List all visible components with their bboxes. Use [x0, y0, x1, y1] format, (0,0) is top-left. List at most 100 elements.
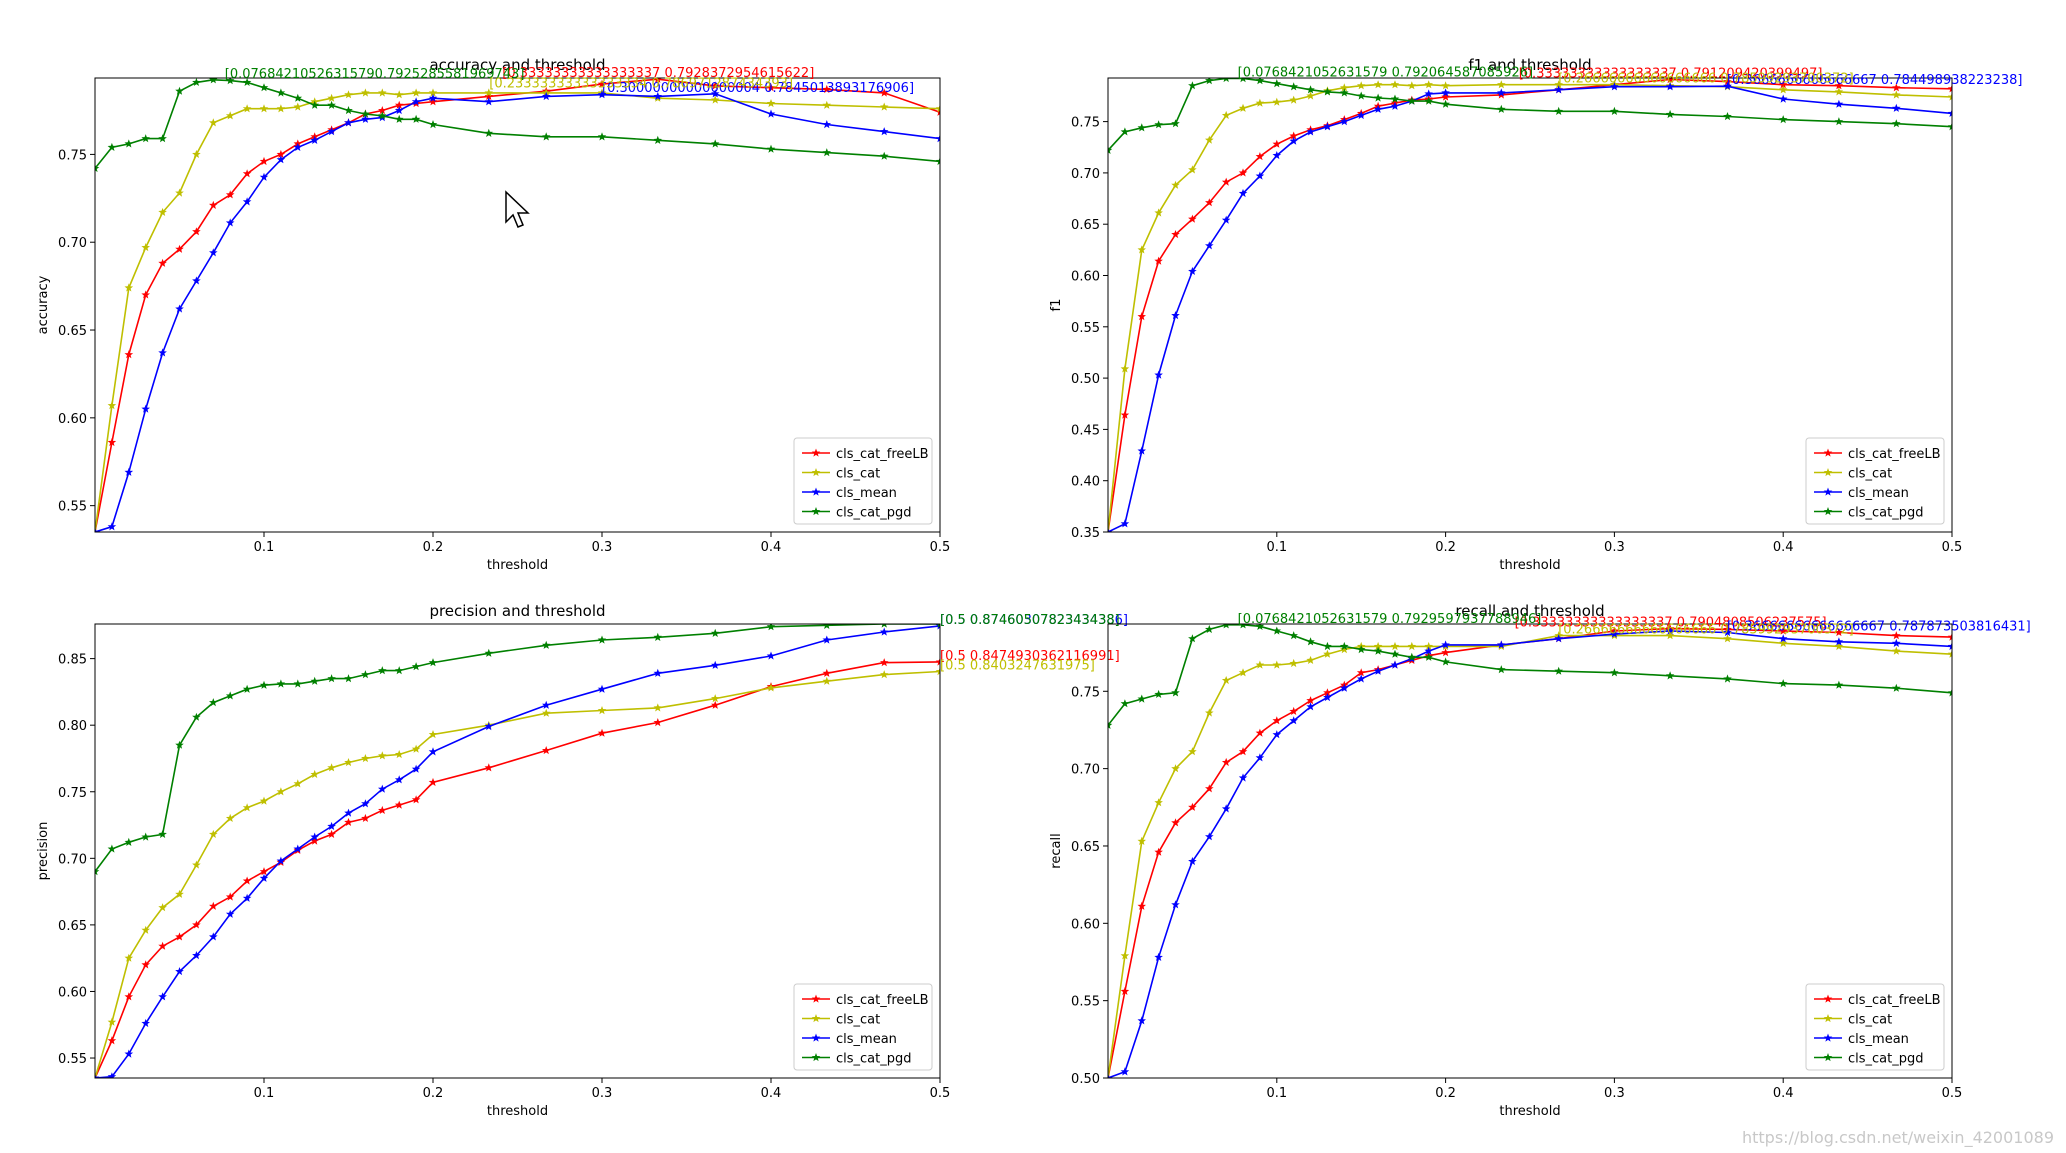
- data-point: [1424, 96, 1433, 105]
- data-point: [1610, 82, 1619, 91]
- data-point: [1120, 410, 1130, 419]
- data-point: [1340, 83, 1349, 92]
- data-point: [1188, 266, 1197, 275]
- data-point: [597, 684, 607, 693]
- data-point: [141, 960, 150, 969]
- data-point: [1205, 241, 1214, 250]
- data-point: [95, 867, 100, 876]
- x-tick-label: 0.4: [761, 1086, 782, 1101]
- y-tick-label: 0.35: [1071, 526, 1100, 541]
- data-point: [1238, 103, 1248, 112]
- data-point: [1188, 634, 1197, 643]
- axes-frame: [94, 77, 941, 533]
- data-point: [1778, 115, 1788, 124]
- data-point: [344, 758, 353, 767]
- data-point: [1723, 628, 1732, 637]
- data-point: [1723, 78, 1732, 86]
- y-tick-label: 0.50: [1071, 372, 1100, 387]
- data-point: [394, 90, 404, 99]
- data-point: [937, 624, 940, 628]
- chart-0: accuracy and threshold threshold accuracy 0…: [36, 56, 950, 573]
- data-point: [1610, 668, 1619, 677]
- data-point: [711, 81, 720, 90]
- legend-label: cls_cat: [836, 1013, 880, 1028]
- annotation-label: [0.5 0.8746050782343438]: [940, 613, 1120, 628]
- data-point: [361, 114, 370, 123]
- data-point: [1373, 666, 1383, 675]
- x-axis-label: threshold: [487, 558, 548, 573]
- data-point: [1665, 671, 1675, 680]
- data-point: [107, 1036, 117, 1045]
- data-point: [1323, 649, 1332, 658]
- data-point: [1255, 753, 1265, 762]
- data-point: [653, 632, 662, 641]
- data-point: [175, 889, 184, 898]
- data-point: [1188, 165, 1197, 174]
- series-line-cls_cat_freeLB: [95, 661, 940, 1078]
- data-point: [1238, 747, 1248, 756]
- data-point: [141, 134, 150, 143]
- data-point: [225, 691, 235, 700]
- data-point: [1892, 119, 1901, 128]
- data-point: [711, 628, 720, 637]
- data-point: [225, 111, 235, 120]
- data-point: [1188, 81, 1197, 90]
- data-point: [1239, 624, 1247, 629]
- data-point: [158, 829, 167, 838]
- data-point: [411, 88, 421, 97]
- legend-box: [793, 983, 933, 1071]
- axes-frame: [94, 623, 941, 1079]
- data-point: [107, 522, 117, 531]
- data-point: [1255, 171, 1265, 180]
- data-point: [1289, 631, 1298, 640]
- legend-label: cls_cat: [1848, 467, 1892, 482]
- data-point: [124, 992, 134, 1001]
- data-point: [428, 747, 438, 756]
- data-point: [1306, 91, 1315, 100]
- data-point: [1120, 127, 1130, 136]
- data-point: [597, 635, 607, 644]
- legend-marker: [811, 468, 821, 477]
- data-point: [1356, 668, 1366, 677]
- data-point: [1205, 198, 1214, 207]
- data-point: [1108, 527, 1113, 532]
- data-point: [1255, 98, 1265, 107]
- data-point: [242, 78, 252, 86]
- data-point: [1723, 112, 1732, 121]
- data-point: [1306, 637, 1315, 646]
- data-point: [276, 856, 286, 865]
- data-point: [124, 467, 134, 476]
- x-tick-label: 0.5: [930, 540, 951, 555]
- data-point: [1834, 81, 1844, 90]
- data-point: [293, 779, 303, 788]
- data-point: [276, 679, 286, 688]
- legend-label: cls_cat: [836, 467, 880, 482]
- y-tick-label: 0.75: [1071, 116, 1100, 131]
- series-line-cls_cat_pgd: [95, 624, 940, 873]
- annotation-label: [0.23333333333333334 0.786971287434393]: [489, 76, 793, 91]
- annotation-label: [0.5 0.8403247631975]: [940, 659, 1095, 674]
- data-point: [209, 829, 218, 838]
- data-point: [259, 172, 269, 181]
- annotation-label: [0.3666666666666667 0.784498938223238]: [1727, 73, 2022, 88]
- data-point: [653, 91, 662, 101]
- data-point: [1238, 668, 1248, 677]
- data-point: [1373, 646, 1383, 655]
- data-point: [1120, 1067, 1130, 1076]
- data-point: [428, 97, 438, 106]
- data-point: [1665, 109, 1675, 119]
- data-point: [822, 668, 831, 677]
- data-point: [1323, 122, 1332, 131]
- data-point: [293, 102, 303, 111]
- data-point: [1441, 88, 1450, 97]
- data-point: [344, 817, 353, 826]
- data-point: [192, 276, 201, 285]
- data-point: [1778, 80, 1788, 89]
- data-point: [1947, 122, 1952, 131]
- data-point: [1154, 798, 1163, 807]
- data-point: [822, 120, 831, 129]
- annotation-label: [0.33333333333333337 0.7928372954615622]: [502, 66, 814, 81]
- chart-title: accuracy and threshold: [429, 56, 605, 74]
- y-tick-label: 0.80: [58, 719, 87, 734]
- data-point: [225, 909, 235, 918]
